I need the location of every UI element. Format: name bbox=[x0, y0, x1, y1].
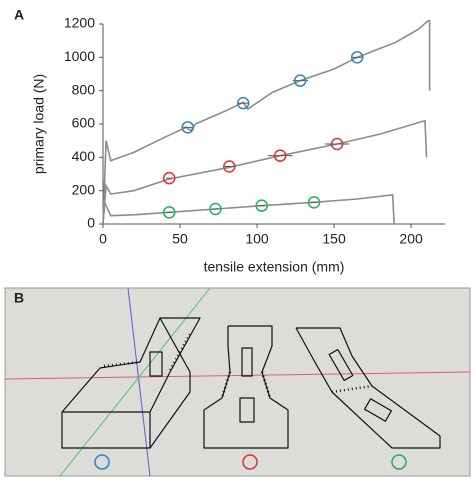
x-tick-label: 50 bbox=[172, 231, 188, 247]
x-tick-label: 150 bbox=[322, 231, 346, 247]
load-curve bbox=[103, 195, 394, 224]
figure: A tensile extension (mm) primary load (N… bbox=[0, 0, 476, 479]
load-curve bbox=[103, 21, 430, 224]
x-tick-label: 100 bbox=[245, 231, 269, 247]
panel-label: B bbox=[14, 290, 24, 306]
panel-label: A bbox=[14, 7, 24, 23]
panel-b: B bbox=[0, 288, 470, 476]
x-tick-label: 0 bbox=[99, 231, 107, 247]
y-tick-label: 200 bbox=[72, 181, 96, 197]
y-tick-label: 1000 bbox=[64, 48, 95, 64]
load-curve bbox=[103, 121, 427, 224]
plot: 0 200 400 600 800 1000 1200 0 50 100 150 200 bbox=[64, 15, 445, 247]
x-axis-label: tensile extension (mm) bbox=[204, 259, 345, 275]
y-tick-label: 0 bbox=[87, 215, 95, 231]
y-tick-label: 800 bbox=[72, 81, 96, 97]
y-tick-label: 1200 bbox=[64, 15, 95, 31]
y-tick-label: 400 bbox=[72, 148, 96, 164]
y-axis-label: primary load (N) bbox=[31, 74, 47, 174]
y-tick-label: 600 bbox=[72, 115, 96, 131]
x-tick-label: 200 bbox=[399, 231, 423, 247]
